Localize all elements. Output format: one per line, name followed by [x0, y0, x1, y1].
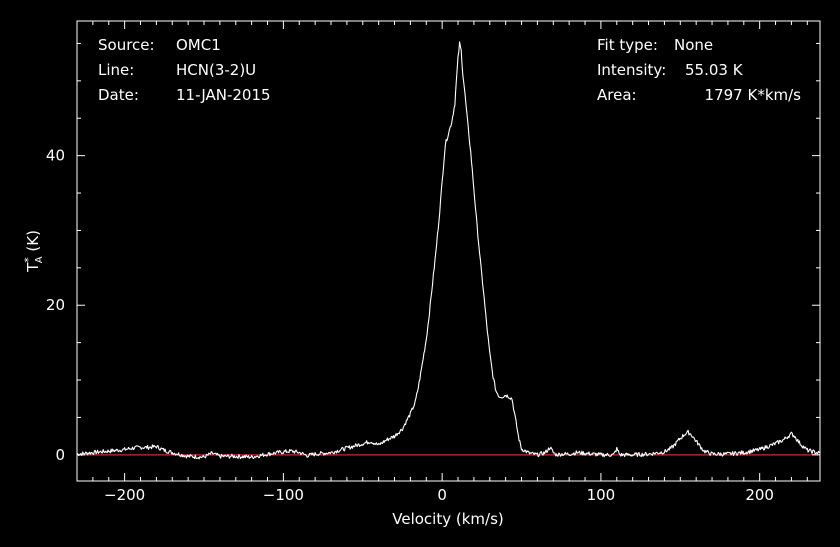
intensity-value: 55.03 K: [685, 61, 744, 79]
spectrum-series-line: [76, 41, 821, 460]
y-tick-label: 0: [55, 446, 65, 464]
fit-type-label: Fit type:: [597, 36, 658, 54]
y-tick-label: 20: [46, 296, 65, 314]
x-tick-label: 100: [587, 486, 616, 504]
y-tick-label: 40: [46, 147, 65, 165]
source-label: Source:: [98, 36, 155, 54]
chart-marks: −200 −100 0 100 200 0 20 40: [46, 21, 821, 504]
y-axis-label: T*A (K): [22, 230, 45, 273]
date-value: 11-JAN-2015: [176, 86, 271, 104]
area-value: 1797 K*km/s: [705, 86, 802, 104]
plot-frame: [76, 20, 821, 482]
intensity-label: Intensity:: [597, 61, 666, 79]
x-tick-label: 0: [437, 486, 447, 504]
line-label: Line:: [98, 61, 134, 79]
x-tick-label: 200: [745, 486, 774, 504]
svg-text:T*A (K): T*A (K): [22, 230, 45, 273]
fit-type-value: None: [674, 36, 713, 54]
source-value: OMC1: [176, 36, 221, 54]
area-label: Area:: [597, 86, 637, 104]
date-label: Date:: [98, 86, 139, 104]
line-value: HCN(3-2)U: [176, 61, 256, 79]
info-block-right: Fit type: None Intensity: 55.03 K Area: …: [597, 36, 801, 104]
x-tick-label: −200: [104, 486, 145, 504]
x-tick-label: −100: [263, 486, 304, 504]
x-axis-label: Velocity (km/s): [392, 510, 503, 528]
info-block-left: Source: OMC1 Line: HCN(3-2)U Date: 11-JA…: [98, 36, 271, 104]
